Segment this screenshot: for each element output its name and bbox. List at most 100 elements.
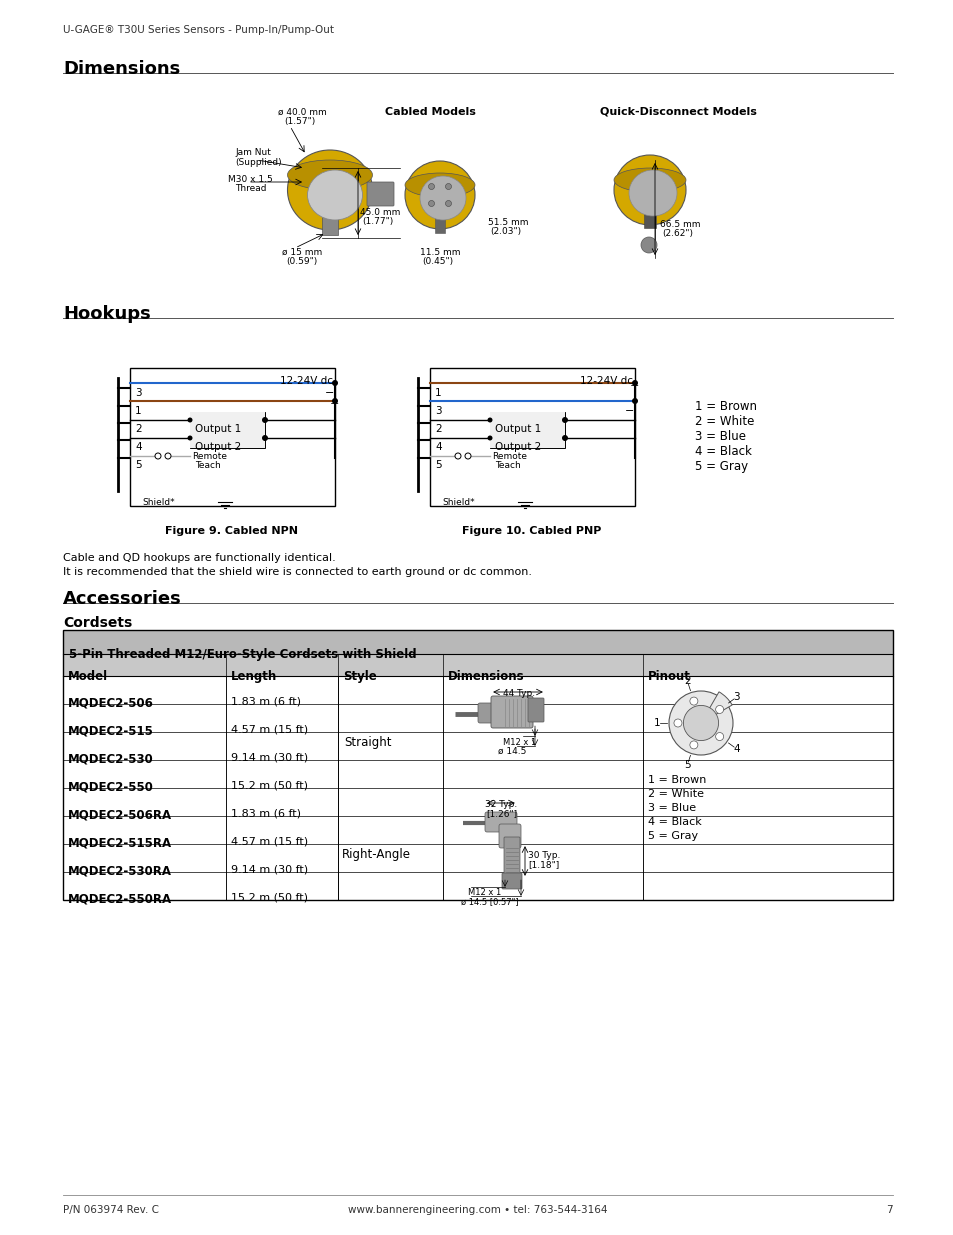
Ellipse shape xyxy=(287,161,372,190)
Text: 2: 2 xyxy=(435,424,441,433)
Text: M30 x 1.5: M30 x 1.5 xyxy=(228,175,273,184)
Text: Cabled Models: Cabled Models xyxy=(385,107,476,117)
Text: www.bannerengineering.com • tel: 763-544-3164: www.bannerengineering.com • tel: 763-544… xyxy=(348,1205,607,1215)
Circle shape xyxy=(332,398,337,404)
Text: 5 = Gray: 5 = Gray xyxy=(647,831,698,841)
FancyBboxPatch shape xyxy=(484,811,517,832)
Text: 5: 5 xyxy=(135,459,141,471)
Circle shape xyxy=(640,237,657,253)
Text: ø 15 mm: ø 15 mm xyxy=(282,248,322,257)
Text: Jam Nut: Jam Nut xyxy=(234,148,271,157)
Text: 1 = Brown: 1 = Brown xyxy=(695,400,757,412)
Ellipse shape xyxy=(405,161,475,228)
Circle shape xyxy=(673,719,681,727)
Circle shape xyxy=(188,417,193,422)
Bar xyxy=(226,816,337,844)
Text: Cable and QD hookups are functionally identical.: Cable and QD hookups are functionally id… xyxy=(63,553,335,563)
Text: +: + xyxy=(330,399,339,409)
Bar xyxy=(490,412,564,430)
Circle shape xyxy=(455,453,460,459)
Text: MQDEC2-530RA: MQDEC2-530RA xyxy=(68,864,172,877)
Circle shape xyxy=(715,705,723,714)
Text: Dimensions: Dimensions xyxy=(448,671,524,683)
Text: 5: 5 xyxy=(435,459,441,471)
Text: Shield*: Shield* xyxy=(142,498,174,508)
Text: Thread: Thread xyxy=(234,184,266,193)
Text: 1 = Brown: 1 = Brown xyxy=(647,776,705,785)
Circle shape xyxy=(631,380,638,387)
Text: 1: 1 xyxy=(135,406,141,416)
Bar xyxy=(226,788,337,816)
Text: 45.0 mm: 45.0 mm xyxy=(359,207,400,217)
Ellipse shape xyxy=(628,170,677,216)
Text: Remote: Remote xyxy=(192,452,227,461)
Text: (1.57"): (1.57") xyxy=(284,117,314,126)
Bar xyxy=(430,368,635,506)
Text: 5 = Gray: 5 = Gray xyxy=(695,459,747,473)
Text: (Supplied): (Supplied) xyxy=(234,158,281,167)
Circle shape xyxy=(188,436,193,441)
Bar xyxy=(63,872,226,900)
Circle shape xyxy=(154,453,161,459)
Text: Figure 9. Cabled NPN: Figure 9. Cabled NPN xyxy=(165,526,298,536)
Text: 9.14 m (30 ft): 9.14 m (30 ft) xyxy=(231,752,308,762)
FancyBboxPatch shape xyxy=(367,182,394,206)
Text: MQDEC2-530: MQDEC2-530 xyxy=(68,752,153,764)
Circle shape xyxy=(428,200,434,206)
Text: Output 1: Output 1 xyxy=(194,424,241,433)
Bar xyxy=(190,430,265,448)
Bar xyxy=(190,412,265,430)
Text: 4.57 m (15 ft): 4.57 m (15 ft) xyxy=(231,724,308,734)
Circle shape xyxy=(464,453,471,459)
Bar xyxy=(63,732,226,760)
Text: [1.18"]: [1.18"] xyxy=(527,860,558,869)
Circle shape xyxy=(561,417,567,424)
Text: Output 2: Output 2 xyxy=(495,442,540,452)
Text: Output 1: Output 1 xyxy=(495,424,540,433)
Circle shape xyxy=(631,398,638,404)
Text: 3: 3 xyxy=(135,388,141,398)
Text: (0.59"): (0.59") xyxy=(286,257,317,266)
Text: 66.5 mm: 66.5 mm xyxy=(659,220,700,228)
FancyBboxPatch shape xyxy=(498,824,520,848)
Text: 12-24V dc: 12-24V dc xyxy=(579,375,633,387)
Text: ø 14.5: ø 14.5 xyxy=(497,747,526,756)
Text: 15.2 m (50 ft): 15.2 m (50 ft) xyxy=(231,781,308,790)
Text: 9.14 m (30 ft): 9.14 m (30 ft) xyxy=(231,864,308,874)
Bar xyxy=(490,430,564,448)
Bar xyxy=(643,193,656,228)
Text: 4: 4 xyxy=(135,442,141,452)
FancyBboxPatch shape xyxy=(477,703,499,722)
Bar xyxy=(226,760,337,788)
Bar xyxy=(63,788,226,816)
Text: (2.03"): (2.03") xyxy=(490,227,520,236)
Circle shape xyxy=(445,184,451,189)
Circle shape xyxy=(445,200,451,206)
Text: ø 40.0 mm: ø 40.0 mm xyxy=(277,107,327,117)
FancyBboxPatch shape xyxy=(527,698,543,722)
Text: +: + xyxy=(629,382,639,391)
Text: 3 = Blue: 3 = Blue xyxy=(647,803,696,813)
Text: 1: 1 xyxy=(435,388,441,398)
Text: ø 14.5 [0.57"]: ø 14.5 [0.57"] xyxy=(460,897,518,906)
Bar xyxy=(442,676,642,788)
Text: 4 = Black: 4 = Black xyxy=(647,818,701,827)
Bar xyxy=(190,412,265,430)
Text: 12-24V dc: 12-24V dc xyxy=(280,375,333,387)
Text: Style: Style xyxy=(343,671,376,683)
Bar xyxy=(63,676,226,704)
FancyBboxPatch shape xyxy=(501,873,521,889)
Text: Teach: Teach xyxy=(495,461,520,471)
Text: 2: 2 xyxy=(683,676,690,687)
Bar xyxy=(337,788,442,900)
Text: (1.77"): (1.77") xyxy=(361,217,393,226)
Bar xyxy=(130,368,335,506)
Bar xyxy=(337,676,442,788)
Text: 1: 1 xyxy=(653,718,659,727)
Circle shape xyxy=(487,417,492,422)
Bar xyxy=(490,412,564,430)
Text: 3 = Blue: 3 = Blue xyxy=(695,430,745,443)
Text: 32 Typ.: 32 Typ. xyxy=(484,800,517,809)
Text: 2 = White: 2 = White xyxy=(647,789,703,799)
Text: 44 Typ.: 44 Typ. xyxy=(502,689,535,698)
